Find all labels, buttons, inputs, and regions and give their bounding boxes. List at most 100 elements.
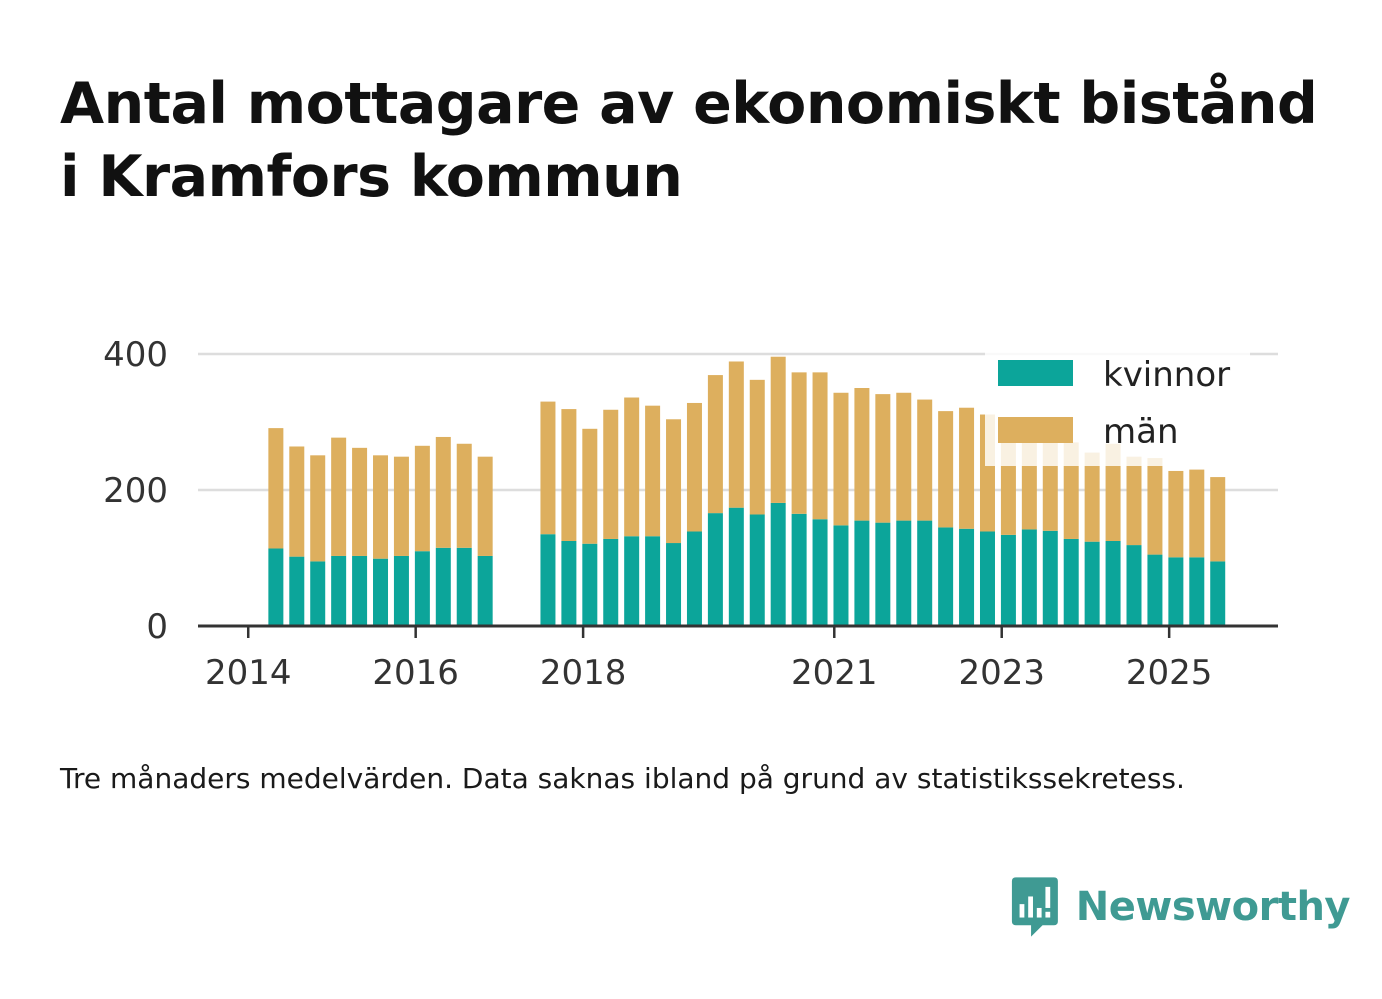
bar-man: [749, 379, 765, 515]
bar-kvinnor: [666, 543, 682, 626]
bar-man: [645, 405, 661, 537]
x-tick-label: 2016: [372, 653, 459, 693]
bar-kvinnor: [896, 520, 912, 626]
bar-man: [938, 411, 954, 528]
bar-kvinnor: [268, 548, 284, 626]
legend-swatch-kvinnor: [998, 360, 1073, 386]
bar-man: [624, 397, 640, 537]
bar-kvinnor: [686, 531, 702, 626]
bar-man: [728, 361, 744, 508]
bar-man: [1210, 477, 1226, 562]
y-tick-label: 400: [103, 335, 168, 375]
bar-man: [268, 428, 284, 549]
bar-kvinnor: [749, 514, 765, 626]
bar-kvinnor: [854, 520, 870, 626]
bar-man: [540, 401, 556, 535]
bar-kvinnor: [728, 507, 744, 626]
bar-man: [1168, 470, 1184, 558]
bar-man: [666, 419, 682, 544]
y-tick-label: 0: [146, 607, 168, 647]
brand-name: Newsworthy: [1075, 884, 1351, 930]
bar-man: [414, 445, 430, 552]
legend-label-kvinnor: kvinnor: [1103, 355, 1230, 395]
x-tick-label: 2021: [791, 653, 878, 693]
bar-man: [1084, 452, 1100, 542]
bar-kvinnor: [1042, 530, 1058, 626]
bar-kvinnor: [1168, 557, 1184, 626]
bar-man: [959, 407, 975, 529]
bar-man: [582, 428, 598, 544]
bar-kvinnor: [938, 527, 954, 626]
bar-man: [770, 356, 786, 503]
legend-label-man: män: [1103, 412, 1179, 452]
bar-man: [289, 446, 305, 557]
bar-man: [1147, 458, 1163, 555]
bar-kvinnor: [1084, 541, 1100, 626]
bar-kvinnor: [979, 531, 995, 626]
legend: kvinnor män: [985, 348, 1250, 466]
bar-man: [435, 436, 451, 548]
bar-man: [917, 399, 933, 521]
bar-man: [603, 409, 619, 539]
bar-kvinnor: [1126, 545, 1142, 626]
bar-kvinnor: [603, 538, 619, 626]
bar-man: [310, 455, 326, 562]
bar-kvinnor: [707, 513, 723, 626]
bar-man: [812, 372, 828, 520]
bar-kvinnor: [1063, 538, 1079, 626]
bar-kvinnor: [1210, 561, 1226, 626]
bar-kvinnor: [310, 561, 326, 626]
bar-kvinnor: [959, 528, 975, 626]
bar-kvinnor: [1000, 534, 1016, 626]
bar-kvinnor: [393, 555, 409, 626]
bar-kvinnor: [373, 558, 389, 626]
bar-man: [331, 437, 347, 556]
bar-man: [561, 409, 577, 541]
x-tick-label: 2014: [205, 653, 292, 693]
bar-man: [1126, 456, 1142, 546]
bar-man: [896, 392, 912, 521]
bar-kvinnor: [1147, 554, 1163, 626]
bar-kvinnor: [917, 520, 933, 626]
bar-kvinnor: [561, 541, 577, 626]
newsworthy-logo-icon: [1011, 877, 1058, 937]
bar-kvinnor: [624, 536, 640, 626]
bar-man: [875, 394, 891, 523]
bar-kvinnor: [477, 555, 493, 626]
bar-kvinnor: [540, 534, 556, 626]
bar-kvinnor: [352, 555, 368, 626]
bar-man: [854, 388, 870, 521]
bar-kvinnor: [414, 551, 430, 626]
bar-kvinnor: [645, 536, 661, 626]
bar-kvinnor: [1105, 541, 1121, 626]
y-tick-label: 200: [103, 471, 168, 511]
chart-caption: Tre månaders medelvärden. Data saknas ib…: [60, 762, 1185, 795]
bar-man: [1189, 469, 1205, 558]
bar-man: [477, 456, 493, 556]
bar-kvinnor: [770, 502, 786, 626]
bar-man: [352, 447, 368, 556]
x-tick-label: 2023: [958, 653, 1045, 693]
bar-man: [686, 402, 702, 532]
bar-man: [707, 375, 723, 514]
bar-man: [373, 455, 389, 559]
bar-man: [791, 372, 807, 514]
bars: [268, 356, 1226, 626]
bar-man: [833, 392, 849, 526]
bar-kvinnor: [875, 522, 891, 626]
bar-kvinnor: [456, 547, 472, 626]
bar-kvinnor: [582, 543, 598, 626]
bar-kvinnor: [289, 556, 305, 626]
bar-kvinnor: [833, 525, 849, 626]
bar-man: [393, 456, 409, 556]
bar-kvinnor: [435, 547, 451, 626]
bar-man: [456, 443, 472, 548]
bar-kvinnor: [791, 513, 807, 626]
legend-swatch-man: [998, 417, 1073, 443]
bar-kvinnor: [812, 519, 828, 626]
bar-kvinnor: [1189, 557, 1205, 626]
bar-man: [1105, 443, 1121, 541]
bar-man: [1063, 442, 1079, 539]
bar-kvinnor: [1021, 529, 1037, 626]
